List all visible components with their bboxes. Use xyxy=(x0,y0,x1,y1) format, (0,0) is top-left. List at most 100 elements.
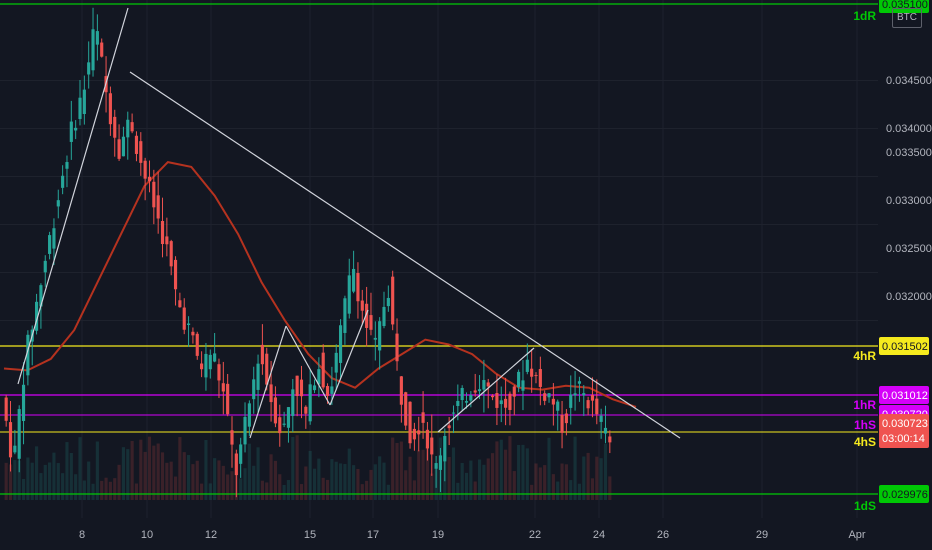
price-axis[interactable]: 0.034500 0.034000 0.033500 0.033000 0.032500… xyxy=(886,75,932,303)
volume-bar xyxy=(304,466,308,500)
volume-bar xyxy=(39,473,43,500)
symbol-badge[interactable]: BTC xyxy=(892,8,922,28)
volume-bar xyxy=(395,442,399,500)
candle-body xyxy=(200,363,204,370)
volume-bar xyxy=(91,483,95,500)
time-tick-label: 12 xyxy=(205,529,217,541)
candle-body xyxy=(234,453,238,476)
volume-bar xyxy=(538,467,542,500)
volume-bar xyxy=(56,463,60,500)
candle-body xyxy=(230,430,234,445)
volume-bar xyxy=(382,462,386,500)
candle-body xyxy=(204,353,208,378)
volume-bar xyxy=(126,449,130,500)
candle-body xyxy=(4,397,8,421)
candle-body xyxy=(417,430,421,435)
time-axis[interactable]: 8 10 12 15 17 19 22 24 26 29 Apr xyxy=(79,529,866,541)
volume-bar xyxy=(61,473,65,500)
volume-bar xyxy=(421,449,425,500)
candle-body xyxy=(577,381,581,384)
candle-body xyxy=(352,268,356,292)
volume-bar xyxy=(95,441,99,500)
volume-bar xyxy=(582,456,586,500)
volume-bar xyxy=(256,447,260,500)
candle-body xyxy=(330,386,334,394)
candle-body xyxy=(74,127,78,131)
candle-body xyxy=(295,375,299,396)
volume-bar xyxy=(286,480,291,500)
candle-body xyxy=(356,273,360,302)
volume-bar xyxy=(87,461,91,500)
volume-bar xyxy=(152,445,156,500)
volume-bar xyxy=(143,451,147,500)
volume-bar xyxy=(17,460,21,500)
candle-body xyxy=(460,387,464,401)
candle-body xyxy=(560,414,564,433)
candle-body xyxy=(221,383,225,392)
volume-bar xyxy=(491,453,495,500)
time-tick-label: 22 xyxy=(529,529,541,541)
candle-body xyxy=(187,323,191,325)
candle-body xyxy=(52,228,56,249)
candle-body xyxy=(147,176,152,182)
volume-bar xyxy=(464,472,469,500)
candle-body xyxy=(117,139,121,159)
candle-body xyxy=(395,333,399,362)
candle-body xyxy=(564,413,568,424)
price-badge-1ds: 0.029976 xyxy=(882,489,928,501)
candle-body xyxy=(95,31,99,45)
candle-body xyxy=(26,334,30,376)
volume-bar xyxy=(352,465,356,500)
volume-bar xyxy=(339,463,343,500)
volume-bar xyxy=(113,478,117,500)
volume-bar xyxy=(321,477,325,500)
volume-bar xyxy=(477,459,482,500)
volume-bar xyxy=(586,452,590,500)
candle-body xyxy=(65,162,69,169)
volume-bar xyxy=(295,435,299,500)
candle-body xyxy=(35,301,39,331)
candle-body xyxy=(169,241,173,267)
volume-bar xyxy=(100,480,104,500)
volume-bar xyxy=(4,462,8,500)
candle-body xyxy=(182,307,186,330)
volume-bar xyxy=(551,474,555,500)
volume-bar xyxy=(156,443,160,500)
candle-body xyxy=(130,122,134,132)
volume-bar xyxy=(78,437,82,500)
volume-bar xyxy=(26,457,30,500)
candle-body xyxy=(134,135,139,154)
volume-bar xyxy=(525,448,529,500)
volume-bar xyxy=(495,441,499,500)
candle-body xyxy=(408,401,412,444)
volume-bar xyxy=(139,439,143,500)
volume-bar xyxy=(273,460,277,500)
candle-body xyxy=(165,236,169,245)
time-tick-label: 29 xyxy=(756,529,768,541)
candle-body xyxy=(8,422,13,458)
candle-body xyxy=(347,275,351,314)
candle-body xyxy=(451,412,456,414)
candle-body xyxy=(213,353,217,362)
volume-bar xyxy=(447,457,451,500)
candle-body xyxy=(286,407,291,428)
volume-bar xyxy=(243,468,247,500)
level-label-1dr: 1dR xyxy=(853,9,876,23)
candle-body xyxy=(91,29,95,71)
candle-body xyxy=(399,376,403,405)
price-tick-label: 0.032500 xyxy=(886,243,932,255)
candle-body xyxy=(325,386,330,396)
level-label-1ds: 1dS xyxy=(854,499,876,513)
candle-body xyxy=(482,380,486,390)
candle-body xyxy=(278,417,282,434)
candle-body xyxy=(525,359,529,372)
candle-body xyxy=(61,175,65,188)
candle-body xyxy=(291,389,295,416)
candle-body xyxy=(464,401,469,403)
trendlines xyxy=(17,7,681,439)
volume-bar xyxy=(603,443,608,500)
candle-body xyxy=(586,400,590,409)
price-badge-1hr-bg xyxy=(879,386,929,404)
volume-bar xyxy=(221,465,225,500)
